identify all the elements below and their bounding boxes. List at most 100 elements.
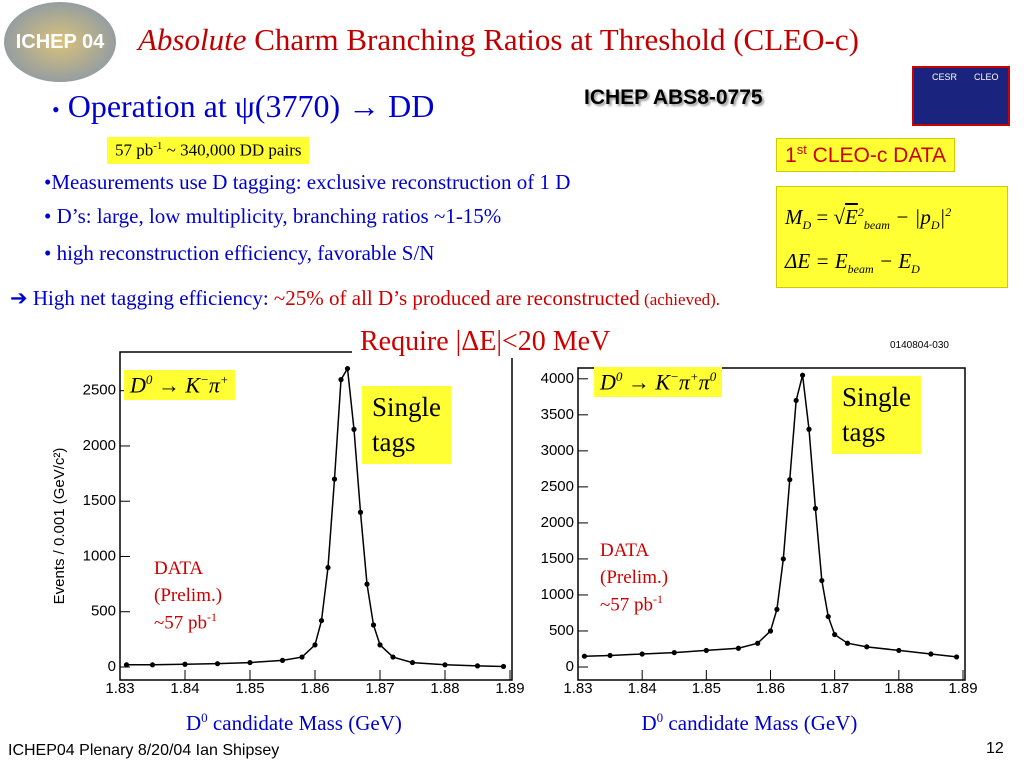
y-tick-label: 500 (91, 603, 116, 620)
decay-part: + (219, 372, 229, 387)
data-point (928, 651, 934, 657)
x-tick-label: 1.89 (495, 680, 524, 697)
decay-part: π (208, 372, 220, 398)
title-rest: Charm Branching Ratios at Threshold (CLE… (254, 22, 859, 57)
formula-box: MD = √E2beam − |pD|2 ΔE = Ebeam − ED (776, 186, 1008, 288)
y-tick-label: 0 (108, 658, 116, 675)
lumi-a: 57 pb (115, 140, 154, 160)
decay-label: D0 → K−π+π0 (594, 367, 723, 398)
f: 2 (945, 205, 952, 219)
data-line: DATA (154, 558, 204, 579)
data-point (312, 642, 318, 648)
x-tick-label: 1.83 (105, 680, 134, 697)
x-tick-label: 1.83 (563, 680, 592, 697)
f: D (911, 262, 920, 277)
x-tick-label: 1.86 (756, 680, 785, 697)
decay-label: D0 → K−π+ (124, 370, 235, 401)
arrow: ➔ (10, 286, 28, 310)
eff-result: ~25% of all D’s produced are reconstruct… (273, 286, 640, 310)
logo-cleo: CLEO (974, 72, 999, 82)
x-tick-label: 1.85 (235, 680, 264, 697)
data-point (331, 476, 338, 482)
bullet-text: • high reconstruction efficiency, favora… (44, 241, 435, 265)
eff-note: (achieved). (639, 290, 721, 309)
data-part: -1 (207, 610, 218, 625)
cut: Require |ΔE|<20 MeV (352, 326, 619, 358)
plot-frame (119, 351, 513, 681)
f: = √ (811, 205, 846, 229)
decay-part: + (689, 369, 699, 384)
data-line: ~57 pb-1 (154, 609, 222, 637)
data-label: DATA (Prelim.) ~57 pb-1 (154, 556, 222, 637)
bullet-text: • D’s: large, low multiplicity, branchin… (44, 204, 502, 228)
first-data: 1st CLEO-c DATA (776, 138, 956, 172)
x-tick-label: 1.84 (628, 680, 657, 697)
first-a: 1 (785, 144, 797, 167)
data-line: (Prelim.) (600, 566, 669, 588)
f: beam (847, 262, 874, 277)
lumi-sup: -1 (153, 140, 163, 152)
xlabel-part: D (641, 711, 657, 735)
first-b: CLEO-c DATA (806, 144, 947, 167)
x-tick-label: 1.84 (170, 680, 199, 697)
data-point (953, 654, 960, 660)
x-tick-label: 1.88 (430, 680, 459, 697)
data-point (639, 651, 645, 657)
data-point (500, 663, 507, 670)
data-point (812, 505, 819, 512)
data-point (735, 645, 742, 651)
data-point (799, 372, 806, 378)
f: ΔE = E (785, 249, 848, 273)
y-tick-label: 500 (549, 622, 574, 639)
x-tick-label: 1.89 (948, 680, 977, 697)
y-tick-label: 1000 (541, 586, 574, 603)
data-point (787, 477, 793, 483)
data-part: ~57 pb (154, 612, 208, 634)
x-tick-label: 1.87 (365, 680, 394, 697)
decay-part: − (670, 369, 679, 384)
data-point (279, 657, 286, 663)
data-point (390, 654, 396, 660)
data-point (377, 642, 383, 648)
page-number: 12 (986, 740, 1004, 757)
x-tick-label: 1.86 (300, 680, 329, 697)
f: D (802, 218, 812, 233)
eff-lead: High net tagging efficiency: (32, 286, 274, 310)
y-tick-label: 3500 (541, 406, 574, 423)
operation-text: Operation at ψ(3770) → DD (67, 88, 435, 124)
decay-part: D (130, 372, 146, 398)
data-point (474, 663, 481, 669)
footer-left: ICHEP04 Plenary 8/20/04 Ian Shipsey (8, 742, 280, 759)
data-point (755, 640, 761, 646)
tag-label: Single tags (832, 376, 922, 455)
xlabel-part: candidate Mass (GeV) (207, 711, 402, 735)
data-point (671, 649, 677, 656)
data-part: ~57 pb (600, 594, 654, 616)
data-point (442, 662, 448, 668)
decay-part: → K (152, 372, 201, 398)
data-point (581, 653, 588, 659)
xlabel-part: D (186, 711, 202, 735)
data-point (825, 613, 831, 620)
formula-2: ΔE = Ebeam − ED (785, 249, 920, 277)
lumi-b: ~ 340,000 DD pairs (162, 140, 302, 160)
data-point (357, 509, 364, 515)
abstract: ICHEP ABS8-0775 (584, 86, 763, 109)
data-line: (Prelim.) (154, 584, 223, 606)
data-point (364, 581, 370, 587)
data-point (832, 631, 838, 638)
data-point (774, 606, 780, 612)
f: | (939, 205, 946, 229)
data-point (409, 659, 416, 666)
data-point (806, 426, 812, 432)
bullet: • (52, 97, 60, 122)
xlabel-part: 0 (656, 710, 664, 725)
tag-line: Single (372, 392, 442, 422)
data-point (247, 659, 253, 666)
formula-1: MD = √E2beam − |pD|2 (785, 205, 951, 233)
data-point (318, 617, 325, 624)
decay-part: 0 (709, 369, 717, 384)
tag-line: Single (842, 382, 912, 412)
data-point (607, 652, 613, 659)
